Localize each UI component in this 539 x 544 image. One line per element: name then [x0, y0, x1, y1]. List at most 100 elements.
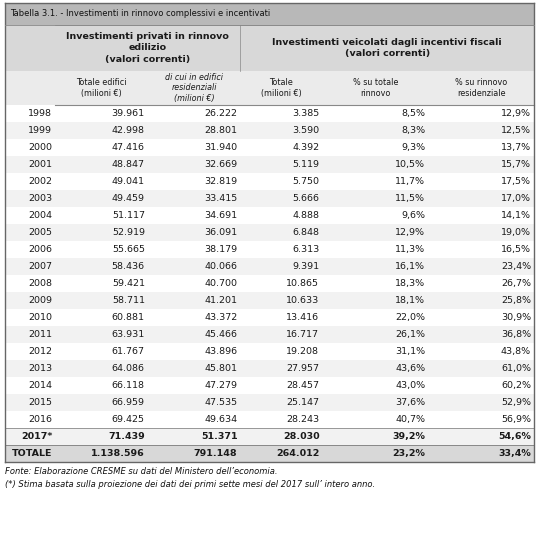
Bar — [5, 326, 534, 343]
Text: 33.415: 33.415 — [204, 194, 237, 203]
Text: 16,1%: 16,1% — [395, 262, 425, 271]
Text: 49.041: 49.041 — [112, 177, 145, 186]
Bar — [5, 428, 534, 445]
Text: 12,9%: 12,9% — [395, 228, 425, 237]
Text: 17,0%: 17,0% — [501, 194, 531, 203]
Bar — [5, 122, 534, 139]
Text: 63.931: 63.931 — [112, 330, 145, 339]
Text: 13,7%: 13,7% — [501, 143, 531, 152]
Text: 18,3%: 18,3% — [395, 279, 425, 288]
Text: 4.888: 4.888 — [292, 211, 320, 220]
Text: 43,8%: 43,8% — [501, 347, 531, 356]
Text: 6.848: 6.848 — [292, 228, 320, 237]
Text: 5.750: 5.750 — [292, 177, 320, 186]
Text: 69.425: 69.425 — [112, 415, 145, 424]
Text: 51.371: 51.371 — [201, 432, 237, 441]
Text: 28.030: 28.030 — [283, 432, 320, 441]
Text: 9.391: 9.391 — [292, 262, 320, 271]
Bar — [5, 25, 56, 71]
Text: 1999: 1999 — [28, 126, 52, 135]
Text: 10.633: 10.633 — [286, 296, 320, 305]
Text: Fonte: Elaborazione CRESME su dati del Ministero dell’economia.: Fonte: Elaborazione CRESME su dati del M… — [5, 467, 278, 476]
Text: 2012: 2012 — [28, 347, 52, 356]
Bar — [5, 139, 534, 156]
Text: 51.117: 51.117 — [112, 211, 145, 220]
Bar — [5, 309, 534, 326]
Text: % su totale
rinnovo: % su totale rinnovo — [353, 78, 398, 98]
Text: TOTALE: TOTALE — [12, 449, 52, 458]
Text: 25.147: 25.147 — [286, 398, 320, 407]
Text: 28.457: 28.457 — [286, 381, 320, 390]
Text: 26.222: 26.222 — [204, 109, 237, 118]
Text: Investimenti veicolati dagli incentivi fiscali
(valori correnti): Investimenti veicolati dagli incentivi f… — [272, 38, 502, 58]
Text: 791.148: 791.148 — [194, 449, 237, 458]
Text: 2016: 2016 — [28, 415, 52, 424]
Text: 22,0%: 22,0% — [395, 313, 425, 322]
Text: 2013: 2013 — [28, 364, 52, 373]
Text: 8,3%: 8,3% — [401, 126, 425, 135]
Bar — [5, 241, 534, 258]
Bar — [148, 71, 240, 105]
Bar — [5, 71, 56, 105]
Text: 13.416: 13.416 — [286, 313, 320, 322]
Text: 31.940: 31.940 — [204, 143, 237, 152]
Text: 9,6%: 9,6% — [401, 211, 425, 220]
Text: 49.459: 49.459 — [112, 194, 145, 203]
Text: 1998: 1998 — [28, 109, 52, 118]
Text: 43.896: 43.896 — [204, 347, 237, 356]
Text: 23,4%: 23,4% — [501, 262, 531, 271]
Bar — [5, 411, 534, 428]
Text: 31,1%: 31,1% — [395, 347, 425, 356]
Text: 6.313: 6.313 — [292, 245, 320, 254]
Text: 9,3%: 9,3% — [401, 143, 425, 152]
Text: 47.416: 47.416 — [112, 143, 145, 152]
Bar — [5, 377, 534, 394]
Text: 2000: 2000 — [28, 143, 52, 152]
Text: 52,9%: 52,9% — [501, 398, 531, 407]
Bar — [428, 71, 534, 105]
Text: 8,5%: 8,5% — [401, 109, 425, 118]
Text: 12,9%: 12,9% — [501, 109, 531, 118]
Text: 43,0%: 43,0% — [395, 381, 425, 390]
Text: 10,5%: 10,5% — [395, 160, 425, 169]
Bar — [322, 71, 428, 105]
Text: 37,6%: 37,6% — [395, 398, 425, 407]
Text: 19.208: 19.208 — [286, 347, 320, 356]
Text: 47.279: 47.279 — [204, 381, 237, 390]
Text: 64.086: 64.086 — [112, 364, 145, 373]
Text: 38.179: 38.179 — [204, 245, 237, 254]
Text: 19,0%: 19,0% — [501, 228, 531, 237]
Text: 2014: 2014 — [28, 381, 52, 390]
Text: 40.066: 40.066 — [204, 262, 237, 271]
Text: Totale edifici
(milioni €): Totale edifici (milioni €) — [77, 78, 127, 98]
Bar — [5, 105, 534, 122]
Text: 3.590: 3.590 — [292, 126, 320, 135]
Text: 34.691: 34.691 — [204, 211, 237, 220]
Bar — [5, 3, 534, 25]
Text: 18,1%: 18,1% — [395, 296, 425, 305]
Text: 60,2%: 60,2% — [501, 381, 531, 390]
Text: 2010: 2010 — [28, 313, 52, 322]
Text: Tabella 3.1. - Investimenti in rinnovo complessivi e incentivati: Tabella 3.1. - Investimenti in rinnovo c… — [10, 9, 270, 18]
Text: 28.243: 28.243 — [286, 415, 320, 424]
Text: 36.091: 36.091 — [204, 228, 237, 237]
Bar — [5, 275, 534, 292]
Text: 42.998: 42.998 — [112, 126, 145, 135]
Text: (*) Stima basata sulla proiezione dei dati dei primi sette mesi del 2017 sull’ i: (*) Stima basata sulla proiezione dei da… — [5, 480, 375, 489]
Text: 43.372: 43.372 — [204, 313, 237, 322]
Bar — [5, 343, 534, 360]
Bar — [5, 190, 534, 207]
Text: 11,7%: 11,7% — [395, 177, 425, 186]
Text: 26,1%: 26,1% — [395, 330, 425, 339]
Text: 45.801: 45.801 — [204, 364, 237, 373]
Text: 39,2%: 39,2% — [392, 432, 425, 441]
Bar — [5, 156, 534, 173]
Text: 2009: 2009 — [28, 296, 52, 305]
Text: 2008: 2008 — [28, 279, 52, 288]
Text: 2003: 2003 — [28, 194, 52, 203]
Text: 2006: 2006 — [28, 245, 52, 254]
Bar — [5, 207, 534, 224]
Text: 59.421: 59.421 — [112, 279, 145, 288]
Text: 58.711: 58.711 — [112, 296, 145, 305]
Text: 54,6%: 54,6% — [498, 432, 531, 441]
